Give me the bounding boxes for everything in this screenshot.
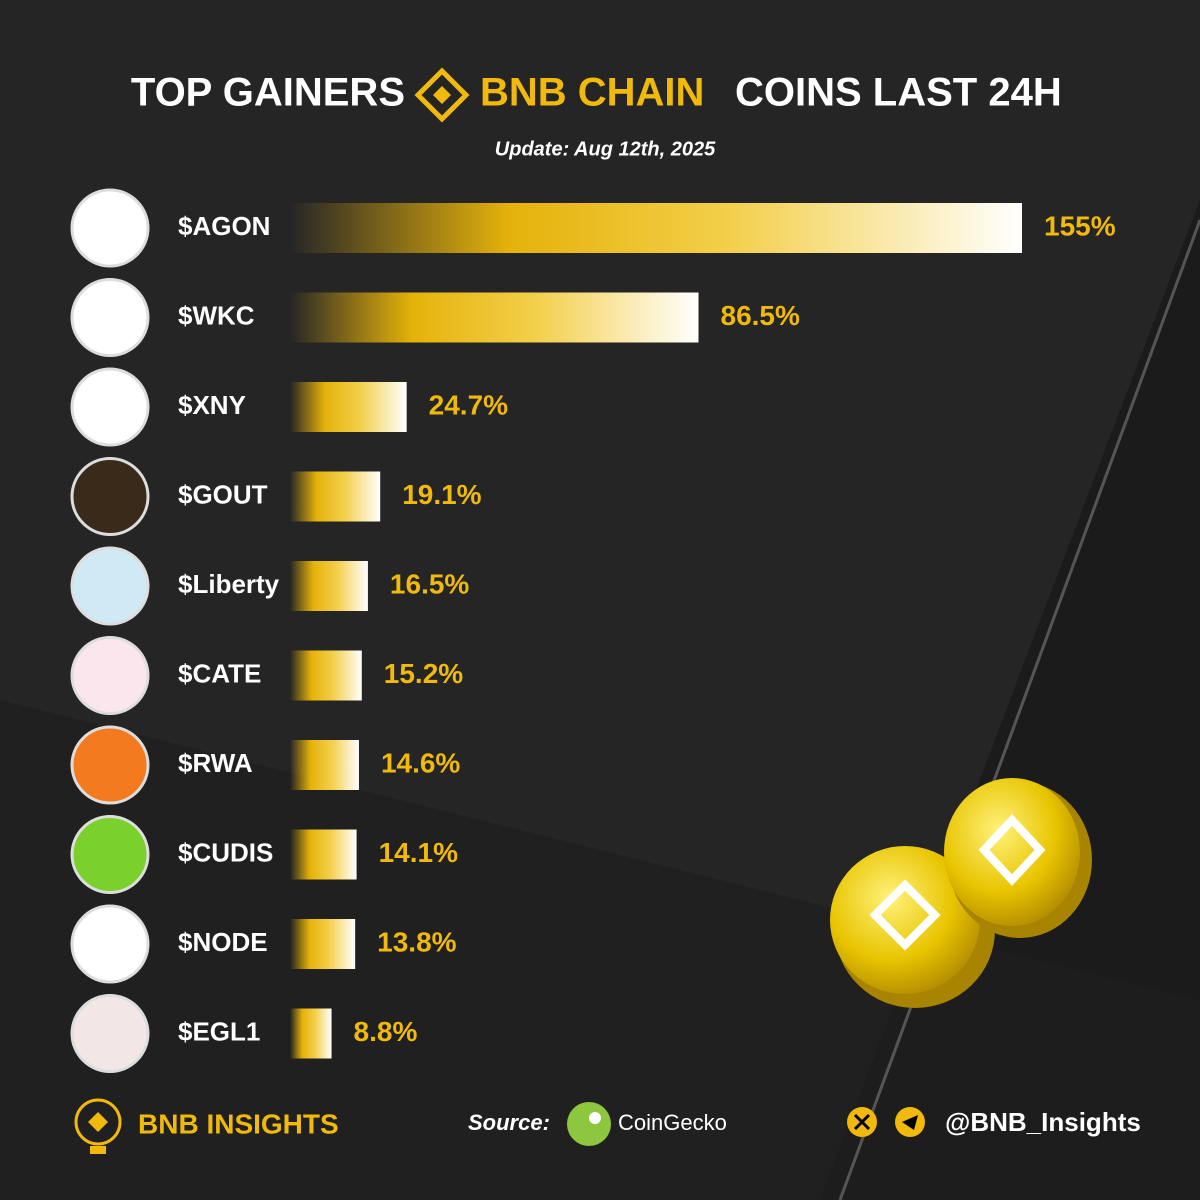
coin-icon [70,546,150,626]
value-label: 14.6% [381,747,460,778]
coin-icon [70,367,150,447]
coin-icon [70,994,150,1073]
category-label: $XNY [178,390,246,420]
coin-icon [70,904,150,984]
coin-icon [70,636,150,715]
coin-icon [70,278,150,357]
chart-title-highlight: BNB CHAIN [480,71,704,115]
coin-icon [70,188,150,268]
source-logo [567,1102,611,1146]
value-label: 8.8% [354,1016,418,1047]
chart-title: TOP GAINERS [131,71,405,115]
category-label: $Liberty [178,569,280,599]
category-label: $CUDIS [178,837,273,867]
coin-icon [70,815,150,894]
background-panel [0,700,1200,1200]
category-label: $NODE [178,927,268,957]
divider [838,219,1200,1200]
telegram-icon-glyph [902,1115,918,1130]
coin-decoration [830,778,1092,1008]
chart-subtitle: Update: Aug 12th, 2025 [495,138,716,160]
source-label: Source: [468,1110,550,1135]
value-label: 15.2% [384,658,463,689]
bar [290,919,356,969]
chart-title: COINS LAST 24H [735,71,1062,115]
bar [290,1008,332,1059]
source-logo-eye [589,1112,601,1124]
category-label: $CATE [178,658,261,688]
value-label: 155% [1044,210,1116,241]
bar [290,561,368,611]
category-label: $EGL1 [178,1016,260,1046]
brand-icon [74,1098,122,1154]
category-label: $WKC [178,300,255,330]
bar-rows: $AGON 155% $WKC 86.5% $XNY 24.7% $GOUT 19.1% $Li… [70,188,1116,1073]
x-icon-glyph [853,1113,871,1131]
bar [290,382,407,432]
value-label: 24.7% [429,389,508,420]
coin-icon [70,457,150,536]
bar [290,650,362,701]
category-label: $AGON [178,211,270,241]
source-name: CoinGecko [618,1110,727,1135]
bar [290,292,699,343]
value-label: 14.1% [379,837,458,868]
category-label: $GOUT [178,479,268,509]
value-label: 86.5% [721,300,800,331]
coin-icon [70,725,150,805]
category-label: $RWA [178,748,253,778]
brand-name: BNB INSIGHTS [138,1108,339,1139]
value-label: 16.5% [390,568,469,599]
value-label: 19.1% [402,479,481,510]
social-handle: @BNB_Insights [945,1107,1141,1137]
bnb-logo [414,67,470,123]
bar [290,829,357,880]
bar [290,740,359,790]
value-label: 13.8% [377,926,456,957]
bar [290,471,381,522]
bar [290,203,1022,253]
